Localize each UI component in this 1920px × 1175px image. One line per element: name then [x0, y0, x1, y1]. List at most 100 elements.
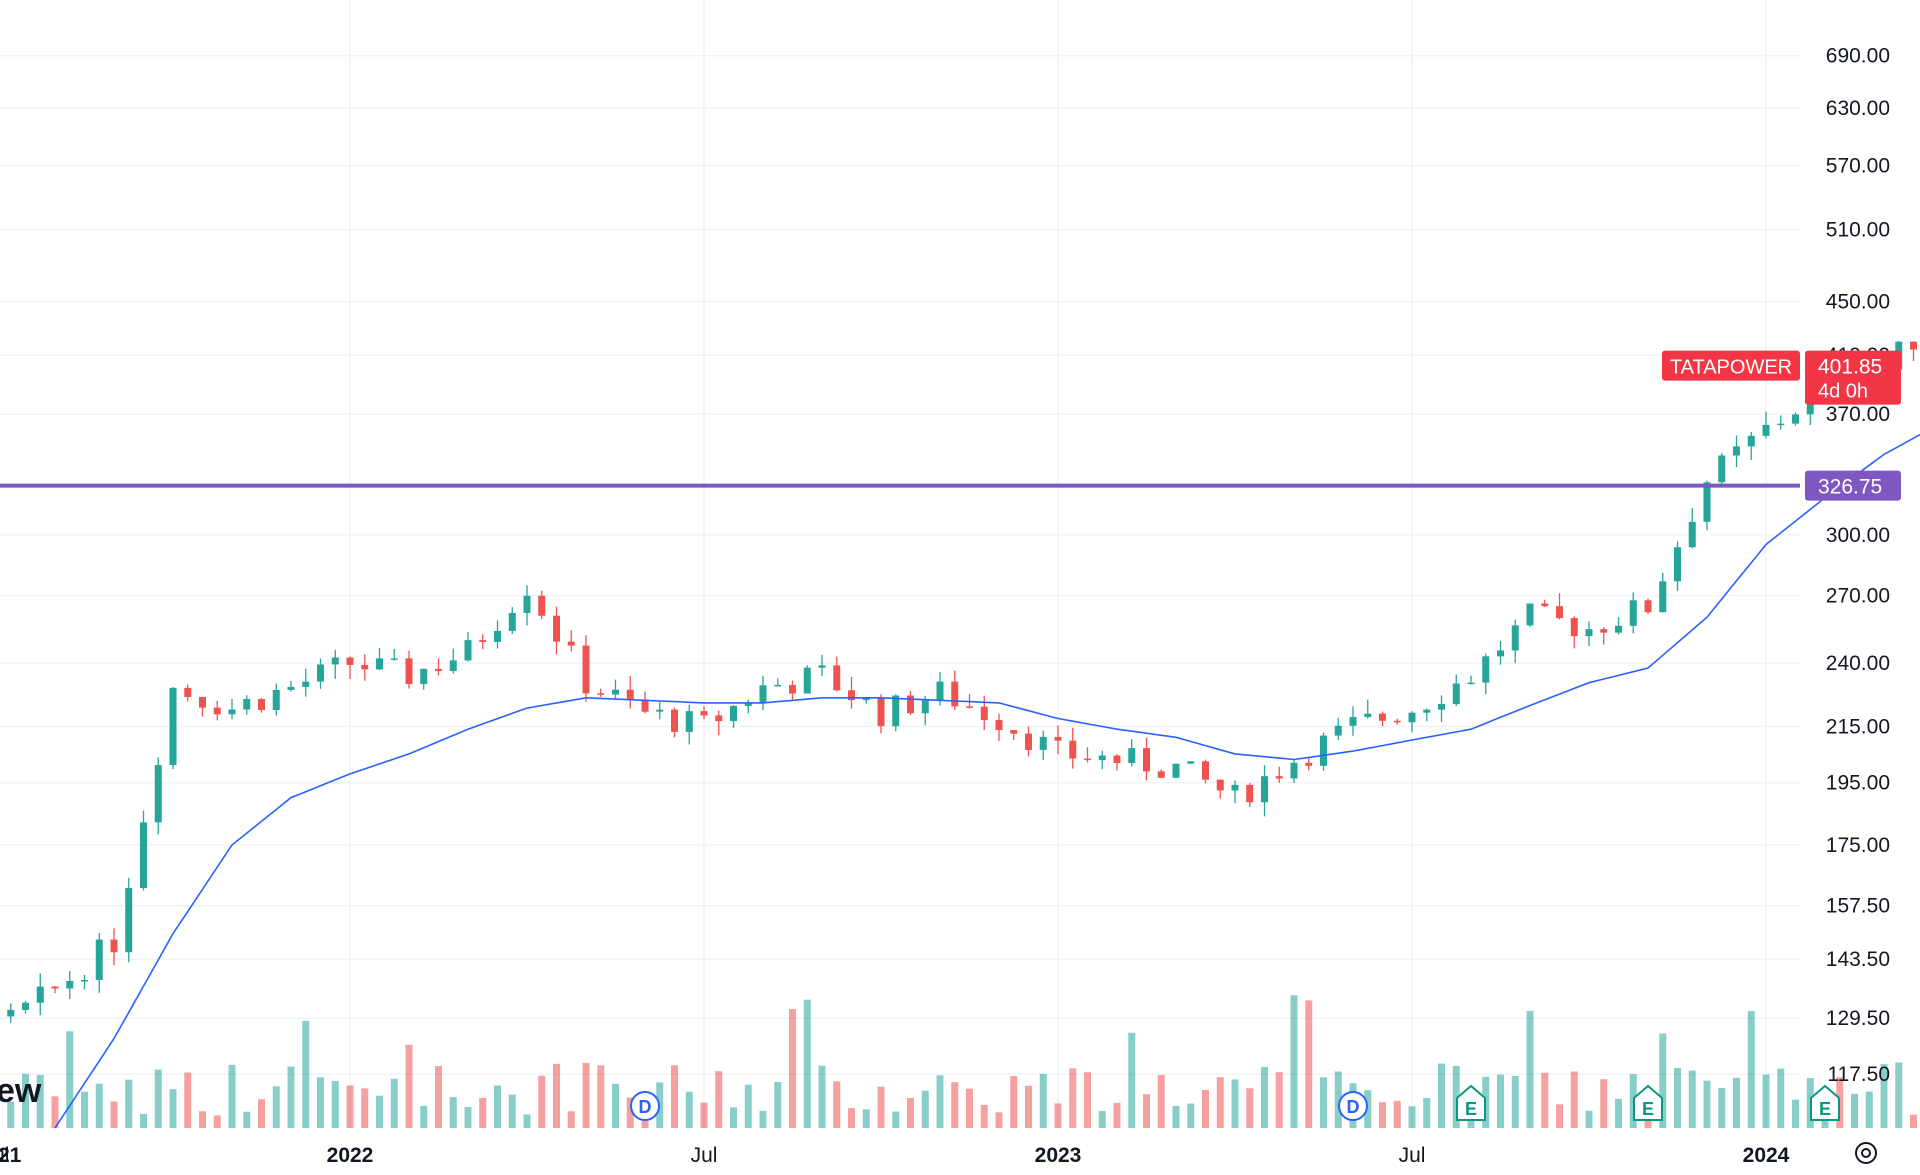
candle-body[interactable] [1733, 446, 1740, 456]
candle-body[interactable] [980, 706, 988, 721]
candle-body[interactable] [81, 980, 88, 982]
candle-body[interactable] [346, 657, 354, 665]
candle-body[interactable] [1261, 776, 1268, 803]
candle-body[interactable] [848, 690, 855, 701]
candle-body[interactable] [1010, 730, 1018, 734]
candle-body[interactable] [449, 660, 457, 672]
candle-body[interactable] [818, 665, 826, 668]
candle-body[interactable] [700, 711, 708, 716]
candlesticks[interactable] [0, 246, 1920, 1175]
candle-body[interactable] [302, 681, 310, 687]
candle-body[interactable] [553, 615, 560, 642]
event-markers[interactable]: DDDEEEEDEEEEDE [0, 1084, 1920, 1121]
candle-body[interactable] [744, 702, 752, 706]
candle-body[interactable] [1349, 716, 1357, 726]
candle-body[interactable] [877, 697, 885, 727]
candle-body[interactable] [523, 595, 531, 613]
candle-body[interactable] [1054, 736, 1062, 741]
price-axis[interactable]: 690.00630.00570.00510.00450.00410.00370.… [1826, 45, 1890, 1087]
candle-body[interactable] [140, 822, 147, 888]
candle-body[interactable] [951, 681, 959, 707]
candle-body[interactable] [995, 720, 1003, 731]
candle-body[interactable] [715, 715, 723, 722]
earnings-marker-icon[interactable] [1633, 1084, 1663, 1121]
candle-body[interactable] [110, 939, 118, 953]
candle-body[interactable] [1423, 709, 1431, 713]
candle-body[interactable] [1334, 725, 1342, 736]
candle-body[interactable] [774, 684, 782, 687]
candle-body[interactable] [1039, 736, 1047, 750]
candle-body[interactable] [1570, 618, 1578, 637]
candle-body[interactable] [1511, 625, 1519, 651]
candle-body[interactable] [1113, 755, 1121, 764]
candle-body[interactable] [1629, 600, 1637, 626]
candle-body[interactable] [1364, 713, 1372, 717]
candle-body[interactable] [376, 658, 383, 670]
candle-body[interactable] [1143, 748, 1150, 772]
candle-body[interactable] [1659, 581, 1667, 613]
candle-body[interactable] [51, 986, 59, 989]
candle-body[interactable] [626, 689, 634, 700]
candle-body[interactable] [1305, 762, 1313, 766]
dividend-marker-icon[interactable] [1338, 1091, 1368, 1121]
candle-body[interactable] [420, 668, 428, 685]
candle-body[interactable] [1187, 761, 1195, 764]
earnings-marker-icon[interactable] [1456, 1084, 1486, 1121]
candle-body[interactable] [435, 668, 442, 672]
candle-body[interactable] [1231, 784, 1239, 791]
candle-body[interactable] [1910, 341, 1917, 350]
candle-body[interactable] [1452, 683, 1460, 704]
settings-gear-icon[interactable] [1855, 1142, 1877, 1164]
candle-body[interactable] [1718, 455, 1726, 483]
candle-body[interactable] [272, 689, 280, 711]
candle-body[interactable] [331, 657, 339, 665]
candle-body[interactable] [464, 640, 472, 661]
candle-body[interactable] [759, 685, 767, 703]
candle-body[interactable] [1703, 482, 1711, 522]
candle-body[interactable] [228, 709, 236, 715]
candle-body[interactable] [671, 709, 678, 732]
candle-body[interactable] [1379, 713, 1386, 721]
candle-body[interactable] [1762, 424, 1770, 436]
candle-body[interactable] [1128, 748, 1136, 764]
candle-body[interactable] [1674, 547, 1681, 582]
candle-body[interactable] [1615, 625, 1622, 633]
candle-body[interactable] [1541, 603, 1549, 607]
candle-body[interactable] [213, 707, 221, 715]
earnings-marker-icon[interactable] [1810, 1084, 1840, 1121]
candle-body[interactable] [1585, 629, 1593, 637]
candle-body[interactable] [803, 667, 811, 694]
candle-body[interactable] [1747, 435, 1755, 447]
candle-body[interactable] [597, 693, 605, 695]
candle-body[interactable] [317, 664, 324, 682]
candle-body[interactable] [567, 641, 575, 646]
candle-body[interactable] [287, 686, 295, 690]
candle-body[interactable] [390, 658, 398, 660]
candle-body[interactable] [95, 939, 103, 981]
candle-body[interactable] [612, 689, 619, 695]
candle-body[interactable] [1157, 771, 1165, 778]
candle-body[interactable] [1526, 603, 1534, 626]
candle-body[interactable] [66, 980, 74, 989]
candle-body[interactable] [656, 709, 664, 712]
candle-body[interactable] [1202, 761, 1209, 780]
candle-body[interactable] [1025, 733, 1032, 750]
candle-body[interactable] [243, 698, 251, 710]
candle-body[interactable] [789, 684, 796, 694]
candle-body[interactable] [1644, 600, 1652, 613]
candle-body[interactable] [1084, 758, 1091, 761]
candle-body[interactable] [1438, 703, 1445, 710]
candle-body[interactable] [361, 664, 369, 670]
candle-body[interactable] [1600, 629, 1608, 633]
candle-body[interactable] [538, 595, 546, 616]
candle-body[interactable] [125, 887, 133, 953]
candle-body[interactable] [1172, 763, 1180, 778]
candle-body[interactable] [1467, 682, 1475, 685]
candle-body[interactable] [405, 658, 413, 685]
candle-body[interactable] [907, 695, 914, 714]
candle-body[interactable] [1216, 779, 1224, 791]
candle-body[interactable] [1098, 755, 1106, 761]
candle-body[interactable] [1688, 521, 1696, 548]
candle-body[interactable] [1246, 784, 1254, 803]
